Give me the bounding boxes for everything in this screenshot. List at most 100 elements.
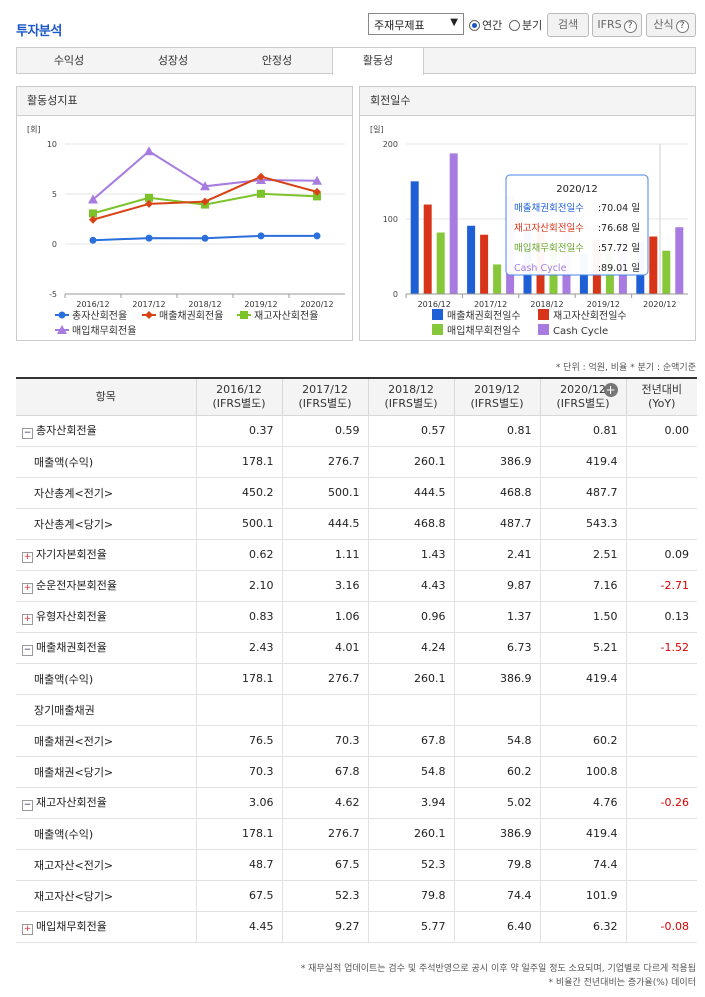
header-period: 2020/12 (IFRS별도) + (539, 377, 627, 416)
table-row: 장기매출채권 (16, 693, 697, 726)
collapse-icon[interactable]: − (22, 800, 33, 811)
value-cell: 4.62 (281, 786, 369, 819)
yoy-cell: -1.52 (625, 631, 697, 664)
header-line1: 2020/12 (560, 382, 606, 396)
yoy-cell: 0.00 (625, 414, 697, 447)
data-point (257, 172, 265, 181)
header-line2: (YoY) (648, 396, 676, 410)
collapse-icon[interactable]: − (22, 428, 33, 439)
yoy-cell (625, 507, 697, 540)
collapse-icon[interactable]: − (22, 645, 33, 656)
legend-marker (240, 311, 248, 319)
data-point (145, 193, 153, 202)
value-cell: 500.1 (281, 476, 369, 509)
header-line1: 2016/12 (216, 382, 262, 396)
legend-swatch (538, 309, 549, 320)
data-point (145, 234, 153, 242)
legend-marker (145, 311, 153, 319)
legend-label: 매출채권회전일수 (447, 310, 521, 322)
legend-label: 재고자산회전일수 (553, 310, 627, 322)
tab-stability[interactable]: 안정성 (261, 54, 293, 67)
legend-label: 재고자산회전율 (254, 310, 318, 322)
row-label-text: 유형자산회전율 (36, 610, 107, 623)
value-cell: 487.7 (539, 476, 627, 509)
row-label-text: 자산총계<전기> (34, 486, 114, 500)
value-cell: 54.8 (367, 755, 455, 788)
row-label: 재고자산<당기> (16, 879, 197, 912)
tab-profitability[interactable]: 수익성 (53, 54, 85, 67)
formula-help-button[interactable]: 산식? (646, 13, 696, 37)
value-cell: 74.4 (453, 879, 541, 912)
row-label-text: 장기매출채권 (34, 703, 95, 717)
x-tick-label: 2016/12 (418, 300, 451, 309)
row-label-text: 재고자산<당기> (34, 889, 114, 903)
table-row: 매출채권<당기> 70.3 67.8 54.8 60.2 100.8 (16, 755, 697, 788)
expand-icon[interactable]: + (22, 552, 33, 563)
row-label: + 순운전자본회전율 (16, 569, 197, 602)
row-label-text: 매출채권<당기> (34, 765, 114, 779)
header-line2: (IFRS별도) (384, 396, 438, 410)
value-cell: 101.9 (539, 879, 627, 912)
value-cell: 276.7 (281, 817, 369, 850)
yoy-cell: 0.13 (625, 600, 697, 633)
value-cell: 0.96 (367, 600, 455, 633)
value-cell: 70.3 (281, 724, 369, 757)
value-cell: 0.57 (367, 414, 455, 447)
report-type-select[interactable]: 주재무제표 ▼ (368, 13, 464, 35)
value-cell: 0.83 (195, 600, 283, 633)
yoy-cell (625, 755, 697, 788)
bar (480, 234, 489, 294)
x-tick-label: 2018/12 (188, 300, 221, 309)
value-cell: 2.10 (195, 569, 283, 602)
value-cell: 487.7 (453, 507, 541, 540)
value-cell (195, 693, 283, 726)
data-point (313, 187, 321, 196)
row-label: + 매입채무회전율 (16, 910, 197, 943)
tab-growth[interactable]: 성장성 (157, 54, 189, 67)
value-cell: 3.94 (367, 786, 455, 819)
y-unit-label: [회] (27, 125, 41, 134)
legend-swatch (538, 324, 549, 335)
expand-column-icon[interactable]: + (603, 383, 618, 397)
tooltip-series-label: 매출채권회전일수 (514, 202, 584, 214)
value-cell: 0.62 (195, 538, 283, 571)
expand-icon[interactable]: + (22, 924, 33, 935)
row-label-text: 총자산회전율 (36, 424, 97, 437)
value-cell: 60.2 (539, 724, 627, 757)
row-label: − 재고자산회전율 (16, 786, 197, 819)
table-row: − 매출채권회전율 2.43 4.01 4.24 6.73 5.21 -1.52 (16, 631, 697, 664)
y-tick-label: 10 (47, 140, 57, 149)
data-point (89, 215, 97, 224)
yoy-cell (625, 662, 697, 695)
tab-activity[interactable]: 활동성 (332, 47, 424, 75)
yoy-cell: -0.26 (625, 786, 697, 819)
value-cell: 260.1 (367, 817, 455, 850)
header-period: 2017/12 (IFRS별도) (281, 377, 369, 416)
row-label: 매출채권<전기> (16, 724, 197, 757)
value-cell: 386.9 (453, 817, 541, 850)
value-cell: 9.27 (281, 910, 369, 943)
value-cell: 444.5 (367, 476, 455, 509)
value-cell: 419.4 (539, 817, 627, 850)
y-tick-label: 0 (393, 290, 398, 299)
x-tick-label: 2019/12 (587, 300, 620, 309)
value-cell: 276.7 (281, 445, 369, 478)
y-tick-label: -5 (49, 290, 57, 299)
value-cell: 543.3 (539, 507, 627, 540)
radio-quarter[interactable]: 분기 (509, 17, 542, 33)
value-cell: 7.16 (539, 569, 627, 602)
unit-note: * 단위 : 억원, 비율 * 분기 : 순액기준 (555, 363, 696, 373)
page-title: 투자분석 (16, 24, 62, 39)
value-cell: 1.37 (453, 600, 541, 633)
activity-chart-panel: 활동성지표 [회] 10 5 0 -5 2016/12 2017/12 2018/12 2019… (16, 86, 353, 341)
expand-icon[interactable]: + (22, 583, 33, 594)
expand-icon[interactable]: + (22, 614, 33, 625)
ifrs-help-button[interactable]: IFRS? (592, 13, 642, 37)
row-label-text: 자기자본회전율 (36, 548, 107, 561)
row-label-text: 매출액(수익) (34, 455, 94, 469)
value-cell: 2.43 (195, 631, 283, 664)
yoy-cell (625, 817, 697, 850)
data-point (201, 234, 209, 242)
search-button[interactable]: 검색 (547, 13, 589, 37)
radio-annual[interactable]: 연간 (469, 17, 502, 33)
